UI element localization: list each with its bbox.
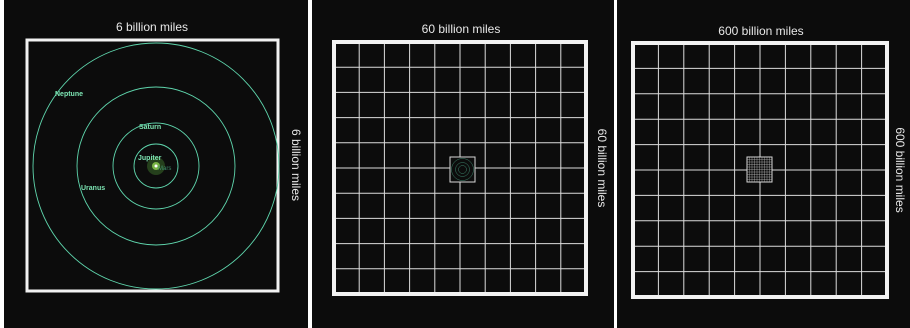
saturn-orbit <box>112 122 200 210</box>
grid-diagram-60: 60 billion miles 60 billion miles <box>332 22 609 296</box>
side-scale-label: 60 billion miles <box>595 129 609 208</box>
planet-label-uranus: Uranus <box>81 185 105 192</box>
inset-grid <box>747 157 772 182</box>
planet-label-jupiter: Jupiter <box>138 155 162 162</box>
planet-label-saturn: Saturn <box>139 124 161 131</box>
scale-grid <box>334 42 586 294</box>
panel-600-billion-miles: 600 billion miles 600 billion miles <box>617 0 910 328</box>
scale-frame <box>332 40 588 296</box>
scale-grid <box>633 43 887 297</box>
grid-diagram-600: 600 billion miles 600 billion miles <box>631 24 907 299</box>
top-scale-label: 6 billion miles <box>116 20 188 34</box>
uranus-orbit <box>76 86 236 246</box>
top-scale-label: 60 billion miles <box>422 22 501 36</box>
inset-orbits <box>451 158 474 181</box>
jupiter-orbit <box>133 143 179 189</box>
neptune-orbit <box>32 42 280 290</box>
side-scale-label: 6 billion miles <box>289 129 303 201</box>
inset-previous-scale <box>449 156 476 183</box>
orbits-diagram: 6 billion miles 6 billion miles Neptune … <box>25 20 303 293</box>
planet-label-mars: Mars <box>158 166 171 172</box>
panel-60-billion-miles: 60 billion miles 60 billion miles <box>312 0 614 328</box>
sun-core <box>154 164 158 168</box>
top-scale-label: 600 billion miles <box>718 24 803 38</box>
scale-frame <box>631 41 889 299</box>
panel-6-billion-miles: 6 billion miles 6 billion miles Neptune … <box>4 0 308 328</box>
scale-frame <box>25 38 280 293</box>
side-scale-label: 600 billion miles <box>893 127 907 212</box>
planet-label-neptune: Neptune <box>55 91 83 98</box>
